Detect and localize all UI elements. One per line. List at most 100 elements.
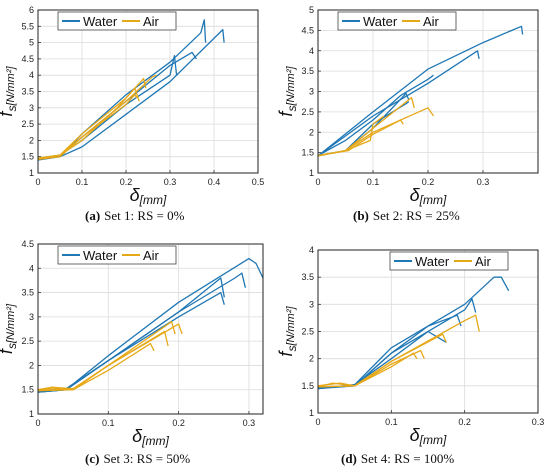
x-tick-label: 0.1 <box>367 177 380 187</box>
y-tick-label: 2 <box>29 360 34 370</box>
axes-frame <box>317 249 539 414</box>
y-tick-label: 2 <box>309 354 314 364</box>
x-tick-label: 0.3 <box>477 177 490 187</box>
caption-d-letter: (d) <box>341 451 357 466</box>
series-air-curve-2 <box>37 342 155 391</box>
series-air-curve-3 <box>317 333 447 388</box>
y-tick-label: 2 <box>29 135 34 145</box>
y-tick-label: 5 <box>29 38 34 48</box>
x-tick-label: 0.2 <box>172 418 185 428</box>
x-tick-label: 0.2 <box>120 177 133 187</box>
x-tick-label: 0.1 <box>385 417 398 427</box>
y-tick-label: 1 <box>29 409 34 419</box>
x-tick-label: 0.3 <box>243 418 256 428</box>
axes-frame <box>317 9 539 174</box>
caption-d-text: Set 4: RS = 100% <box>360 451 455 466</box>
y-tick-label: 4.5 <box>21 239 34 249</box>
caption-c: (c) Set 3: RS = 50% <box>85 451 190 467</box>
y-tick-label: 1 <box>309 168 314 178</box>
series-water-curve-2 <box>317 74 434 157</box>
x-tick-label: 0 <box>315 417 320 427</box>
x-tick-label: 0.4 <box>208 177 221 187</box>
caption-c-letter: (c) <box>85 451 100 466</box>
series-air-curve-3 <box>37 321 176 392</box>
series-water-curve-0 <box>317 25 524 157</box>
chart-panel-2: 0 0.1 0.2 0.3 1 1.5 2 2.5 3 3.5 4 4.5 Water Air δ[mm] f… <box>0 239 264 448</box>
y-tick-label: 4.5 <box>301 25 314 35</box>
y-tick-label: 5 <box>309 5 314 15</box>
y-tick-label: 1.5 <box>301 381 314 391</box>
caption-b-letter: (b) <box>353 208 369 223</box>
x-tick-label: 0.5 <box>252 177 265 187</box>
legend-label-air: Air <box>423 14 440 29</box>
y-tick-label: 1 <box>309 408 314 418</box>
legend-label-water: Water <box>83 248 118 263</box>
legend-box <box>57 245 177 265</box>
x-tick-label: 0 <box>35 177 40 187</box>
y-tick-label: 1.5 <box>21 152 34 162</box>
y-tick-label: 3 <box>29 103 34 113</box>
y-tick-label: 1.5 <box>301 148 314 158</box>
y-tick-label: 2 <box>309 127 314 137</box>
legend-box <box>389 251 509 271</box>
legend-box <box>337 11 457 31</box>
y-axis-label: fs[N/mm²] <box>0 303 19 354</box>
x-axis-label: δ[mm] <box>410 185 447 207</box>
y-tick-label: 3.5 <box>21 87 34 97</box>
series-air-curve-2 <box>317 352 418 387</box>
x-tick-label: 0.3 <box>532 417 545 427</box>
legend-label-water: Water <box>415 254 450 269</box>
caption-b-text: Set 2: RS = 25% <box>372 208 460 223</box>
legend-box <box>57 11 177 31</box>
caption-b: (b) Set 2: RS = 25% <box>353 208 460 224</box>
axes-frame <box>37 9 259 174</box>
y-tick-label: 6 <box>29 5 34 15</box>
y-axis-label: fs[N/mm²] <box>276 66 299 117</box>
caption-a-letter: (a) <box>85 208 101 223</box>
x-tick-label: 0 <box>315 177 320 187</box>
x-tick-label: 0.3 <box>164 177 177 187</box>
y-tick-label: 4 <box>309 245 314 255</box>
x-axis-label: δ[mm] <box>130 185 167 207</box>
y-tick-label: 4 <box>309 46 314 56</box>
x-tick-label: 0.1 <box>102 418 115 428</box>
series-air-curve-3 <box>37 87 140 159</box>
series-water-curve-1 <box>317 50 480 157</box>
y-tick-label: 4 <box>29 263 34 273</box>
y-tick-label: 3.5 <box>301 66 314 76</box>
x-axis-label: δ[mm] <box>410 425 447 447</box>
x-tick-label: 0.2 <box>458 417 471 427</box>
y-tick-label: 3 <box>309 87 314 97</box>
caption-c-text: Set 3: RS = 50% <box>103 451 191 466</box>
y-tick-label: 3 <box>309 299 314 309</box>
y-tick-label: 1.5 <box>21 385 34 395</box>
chart-panel-1: 0 0.1 0.2 0.3 1 1.5 2 2.5 3 3.5 4 4.5 5 Water Air δ[mm]… <box>276 5 539 207</box>
y-axis-label: fs[N/mm²] <box>276 306 299 357</box>
legend-label-air: Air <box>475 254 492 269</box>
chart-panel-3: 0 0.1 0.2 0.3 1 1.5 2 2.5 3 3.5 4 Water Air δ[mm] fs[N… <box>276 245 544 447</box>
caption-d: (d) Set 4: RS = 100% <box>341 451 454 467</box>
x-tick-label: 0.1 <box>76 177 89 187</box>
legend-label-water: Water <box>83 14 118 29</box>
x-tick-label: 0 <box>35 418 40 428</box>
y-tick-label: 4.5 <box>21 54 34 64</box>
y-tick-label: 2.5 <box>301 107 314 117</box>
plot-area <box>38 244 263 414</box>
y-tick-label: 1 <box>29 168 34 178</box>
caption-a-text: Set 1: RS = 0% <box>104 208 185 223</box>
chart-panel-0: 0 0.1 0.2 0.3 0.4 0.5 1 1.5 2 2.5 3 3.5 4 4.5 5 5.5 6 Wat… <box>0 5 264 207</box>
x-tick-label: 0.2 <box>422 177 435 187</box>
caption-a: (a) Set 1: RS = 0% <box>85 208 184 224</box>
legend-label-air: Air <box>143 14 160 29</box>
legend-label-air: Air <box>143 248 160 263</box>
y-tick-label: 5.5 <box>21 21 34 31</box>
y-tick-label: 2.5 <box>301 327 314 337</box>
x-axis-label: δ[mm] <box>132 426 169 448</box>
series-air-curve-3 <box>317 119 404 157</box>
y-tick-label: 3.5 <box>21 288 34 298</box>
y-axis-label: fs[N/mm²] <box>0 66 19 117</box>
y-tick-label: 2.5 <box>21 336 34 346</box>
y-tick-label: 3 <box>29 312 34 322</box>
legend-label-water: Water <box>363 14 398 29</box>
